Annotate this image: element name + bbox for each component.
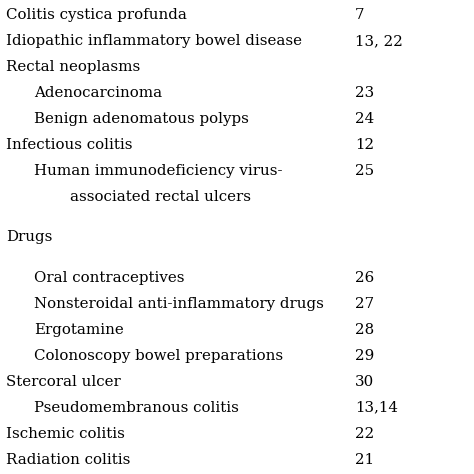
Text: 22: 22 [355, 427, 374, 441]
Text: 12: 12 [355, 138, 374, 152]
Text: Rectal neoplasms: Rectal neoplasms [6, 60, 140, 74]
Text: 7: 7 [355, 8, 365, 22]
Text: 25: 25 [355, 164, 374, 178]
Text: Adenocarcinoma: Adenocarcinoma [34, 86, 162, 100]
Text: 21: 21 [355, 453, 374, 466]
Text: associated rectal ulcers: associated rectal ulcers [70, 190, 251, 204]
Text: Oral contraceptives: Oral contraceptives [34, 271, 184, 284]
Text: Idiopathic inflammatory bowel disease: Idiopathic inflammatory bowel disease [6, 34, 302, 48]
Text: 23: 23 [355, 86, 374, 100]
Text: Nonsteroidal anti-inflammatory drugs: Nonsteroidal anti-inflammatory drugs [34, 297, 324, 310]
Text: 27: 27 [355, 297, 374, 310]
Text: Colonoscopy bowel preparations: Colonoscopy bowel preparations [34, 348, 283, 363]
Text: Infectious colitis: Infectious colitis [6, 138, 133, 152]
Text: Ischemic colitis: Ischemic colitis [6, 427, 125, 441]
Text: Human immunodeficiency virus-: Human immunodeficiency virus- [34, 164, 283, 178]
Text: Radiation colitis: Radiation colitis [6, 453, 130, 466]
Text: 13, 22: 13, 22 [355, 34, 403, 48]
Text: Ergotamine: Ergotamine [34, 323, 124, 337]
Text: Pseudomembranous colitis: Pseudomembranous colitis [34, 401, 239, 415]
Text: 24: 24 [355, 112, 374, 126]
Text: Stercoral ulcer: Stercoral ulcer [6, 374, 121, 389]
Text: 29: 29 [355, 348, 374, 363]
Text: 13,14: 13,14 [355, 401, 398, 415]
Text: Drugs: Drugs [6, 230, 52, 244]
Text: 28: 28 [355, 323, 374, 337]
Text: Benign adenomatous polyps: Benign adenomatous polyps [34, 112, 249, 126]
Text: 30: 30 [355, 374, 374, 389]
Text: Colitis cystica profunda: Colitis cystica profunda [6, 8, 187, 22]
Text: 26: 26 [355, 271, 374, 284]
